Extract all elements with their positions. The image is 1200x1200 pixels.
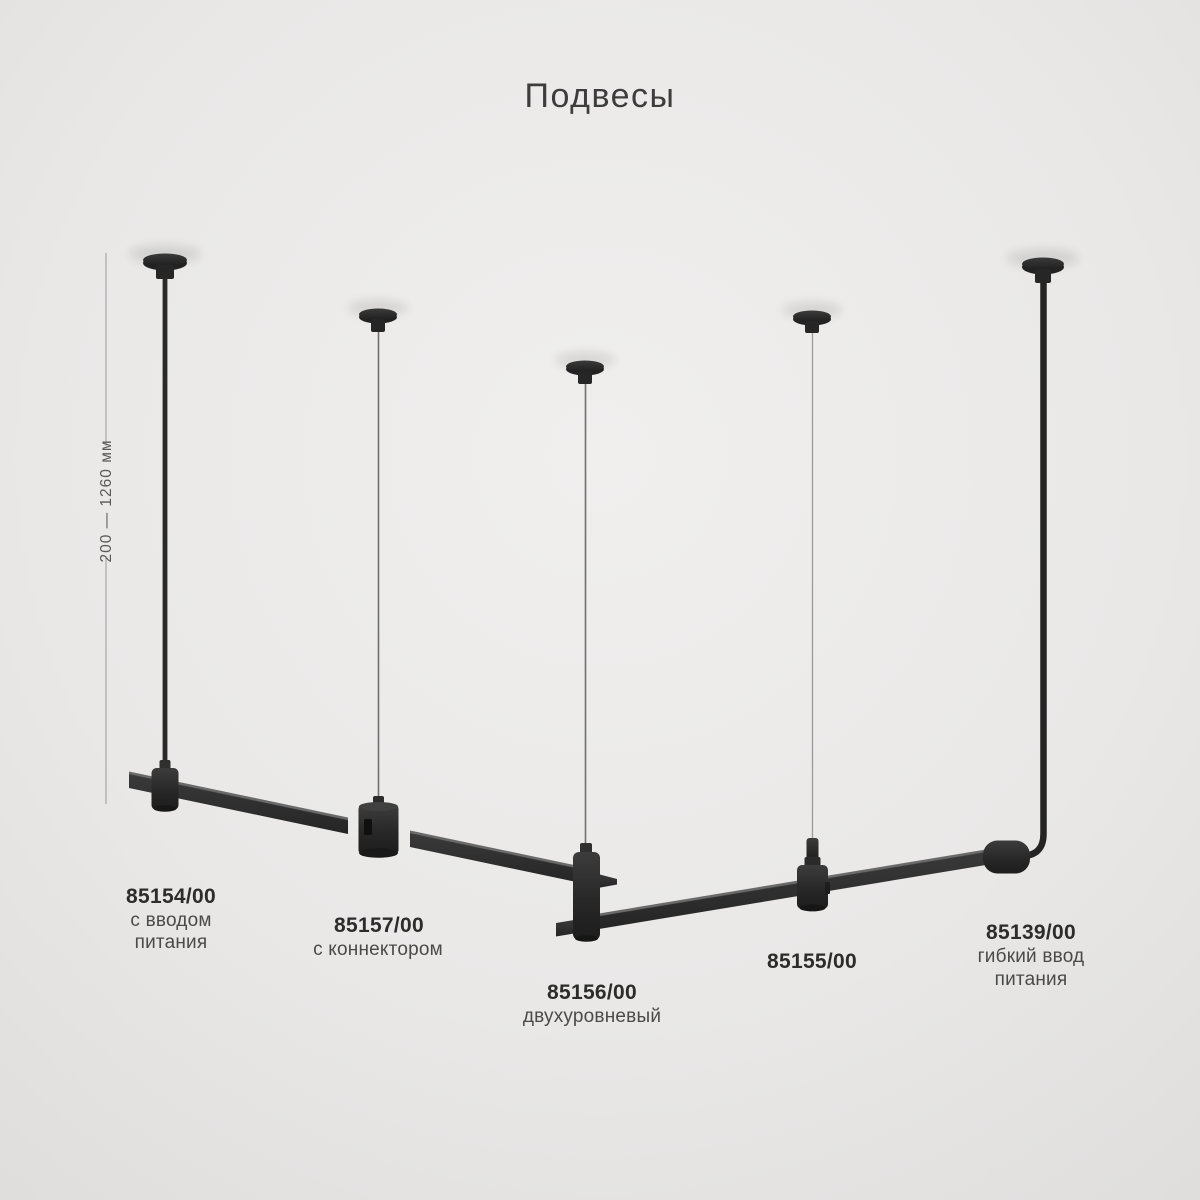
connector-top-cap [359, 802, 398, 811]
article-number: 85155/00 [767, 950, 857, 973]
canopy-neck [371, 319, 385, 332]
article-description: питания [995, 969, 1068, 990]
adapter-latch [825, 882, 830, 894]
track-rail-segment-upper-2 [410, 833, 586, 884]
canopy-neck [1035, 269, 1051, 283]
article-description: гибкий ввод [978, 946, 1085, 967]
fixture-85139-flex-power-feed [983, 257, 1064, 874]
article-description: с вводом [130, 910, 211, 931]
track-rail-segment-upper-1 [129, 774, 348, 834]
fixture-85154-power-feed [143, 253, 187, 812]
label-85157: 85157/00 с коннектором [313, 914, 443, 960]
ceiling-canopy-top [793, 310, 831, 323]
article-description: с коннектором [313, 939, 443, 960]
article-number: 85154/00 [126, 885, 216, 908]
dimension-indicator: 200 — 1260 мм [98, 253, 115, 804]
ceiling-canopy-top [359, 308, 397, 321]
connector-bottom-cap [359, 848, 398, 858]
label-85155: 85155/00 [767, 950, 857, 973]
gripper-base [804, 857, 821, 867]
canopy-neck [805, 321, 819, 333]
article-number: 85157/00 [334, 914, 424, 937]
article-description: двухуровневый [523, 1006, 661, 1027]
cable-gripper [580, 843, 592, 854]
article-number: 85156/00 [547, 981, 637, 1004]
article-description: питания [135, 932, 208, 953]
label-85154: 85154/00 с вводом питания [126, 885, 216, 953]
canopy-neck [578, 371, 592, 384]
ceiling-canopy-top [566, 360, 604, 373]
fixture-85156-two-level [566, 360, 604, 942]
ceiling-canopy-top [143, 253, 187, 267]
fixture-85157-connector [358, 308, 399, 858]
adapter-bottom-cap [575, 935, 598, 942]
suspension-cable [162, 278, 168, 764]
adapter-bottom-cap [153, 805, 177, 812]
track-top-face [129, 771, 348, 821]
track-rail-stub-upper [598, 874, 617, 888]
dimension-label: 200 — 1260 мм [98, 439, 115, 562]
track-adapter-body [151, 768, 179, 810]
ceiling-canopy-top [1022, 257, 1064, 271]
fixture-85155-suspension [793, 310, 831, 912]
track-top-face [410, 830, 586, 871]
two-level-adapter-body [573, 852, 600, 940]
power-end-cap [983, 840, 1030, 874]
cable-gripper [159, 760, 171, 770]
connector-body [358, 805, 399, 854]
track-adapter-body [797, 865, 828, 909]
label-85156: 85156/00 двухуровневый [523, 981, 661, 1027]
article-number: 85139/00 [986, 921, 1076, 944]
product-labels: 85154/00 с вводом питания 85157/00 с кон… [126, 885, 1084, 1027]
adapter-bottom-cap [799, 904, 826, 912]
label-85139: 85139/00 гибкий ввод питания [978, 921, 1085, 990]
connector-slot [364, 819, 372, 835]
page-title: Подвесы [525, 77, 676, 115]
canopy-neck [156, 265, 174, 279]
